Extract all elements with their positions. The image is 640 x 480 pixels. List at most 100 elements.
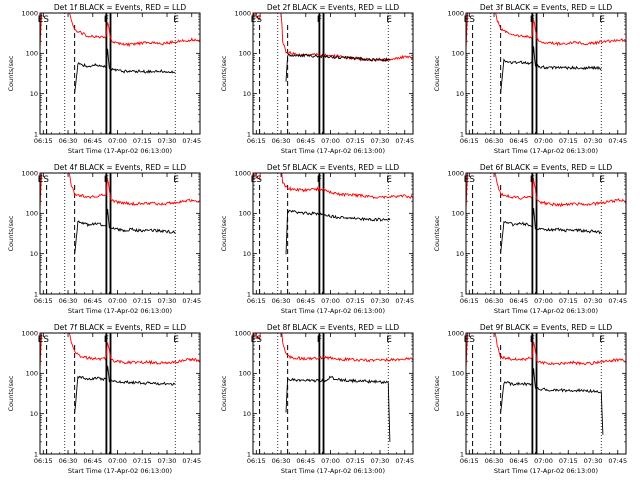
x-axis-label: Start Time (17-Apr-02 06:13:00) <box>494 307 598 315</box>
y-tick-label: 10 <box>30 250 38 258</box>
event-annotation: F <box>104 175 109 185</box>
x-tick-label: 06:45 <box>83 137 102 145</box>
y-tick-label: 10 <box>30 90 38 98</box>
event-annotation: ES <box>464 15 476 25</box>
x-tick-label: 06:30 <box>485 457 504 465</box>
plot-frame <box>252 332 414 455</box>
x-tick-label: 07:15 <box>559 297 578 305</box>
event-annotation: ES <box>251 175 263 185</box>
x-tick-label: 07:45 <box>395 297 414 305</box>
y-tick-label: 10 <box>30 410 38 418</box>
y-tick-label: 1 <box>247 130 251 138</box>
chart-panel-2: Det 2f BLACK = Events, RED = LLD Counts/s… <box>220 3 414 155</box>
x-tick-label: 06:30 <box>272 457 291 465</box>
x-tick-label: 07:45 <box>395 457 414 465</box>
y-axis-label: Counts/sec <box>7 55 15 91</box>
series-lld-line <box>40 13 200 51</box>
x-tick-label: 07:45 <box>182 457 201 465</box>
x-tick-label: 07:00 <box>534 457 553 465</box>
y-tick-label: 1 <box>247 290 251 298</box>
x-tick-label: 06:45 <box>509 137 528 145</box>
event-annotation: E <box>599 335 605 345</box>
plot-frame <box>465 12 627 135</box>
x-axis-label: Start Time (17-Apr-02 06:13:00) <box>281 307 385 315</box>
panel-plot-area <box>253 173 413 294</box>
x-tick-label: 07:15 <box>133 457 152 465</box>
y-tick-label: 100 <box>26 50 38 58</box>
panel-title: Det 2f BLACK = Events, RED = LLD <box>267 3 400 12</box>
event-annotation: E <box>173 15 179 25</box>
event-annotation: ES <box>38 335 50 345</box>
y-tick-label: 1000 <box>447 9 464 17</box>
panel-title: Det 8f BLACK = Events, RED = LLD <box>267 323 400 332</box>
x-tick-label: 06:30 <box>485 297 504 305</box>
series-events-line <box>285 209 391 255</box>
y-axis-label: Counts/sec <box>7 375 15 411</box>
x-tick-label: 07:00 <box>108 297 127 305</box>
y-tick-label: 1 <box>34 130 38 138</box>
chart-panel-6: Det 6f BLACK = Events, RED = LLD Counts/s… <box>433 163 627 315</box>
event-annotation: E <box>386 15 392 25</box>
x-tick-label: 07:30 <box>584 137 603 145</box>
y-tick-label: 100 <box>26 210 38 218</box>
x-tick-label: 07:15 <box>559 457 578 465</box>
panel-title: Det 9f BLACK = Events, RED = LLD <box>480 323 613 332</box>
y-axis-label: Counts/sec <box>7 215 15 251</box>
panel-plot-area <box>40 13 200 134</box>
x-tick-label: 06:15 <box>247 137 266 145</box>
x-tick-label: 07:00 <box>534 297 553 305</box>
x-tick-label: 07:30 <box>158 457 177 465</box>
x-tick-label: 06:30 <box>59 137 78 145</box>
x-tick-label: 06:15 <box>34 457 53 465</box>
event-annotation: ES <box>38 175 50 185</box>
plot-frame <box>39 332 201 455</box>
panel-plot-area <box>253 13 413 134</box>
series-lld-line <box>253 173 413 200</box>
event-annotation: ES <box>464 335 476 345</box>
chart-panel-5: Det 5f BLACK = Events, RED = LLD Counts/s… <box>220 163 414 315</box>
y-tick-label: 1000 <box>234 329 251 337</box>
x-tick-label: 06:15 <box>460 457 479 465</box>
panel-title: Det 3f BLACK = Events, RED = LLD <box>480 3 613 12</box>
x-tick-label: 07:30 <box>584 297 603 305</box>
event-annotation: ES <box>251 335 263 345</box>
x-tick-label: 06:15 <box>460 137 479 145</box>
x-axis-label: Start Time (17-Apr-02 06:13:00) <box>68 467 172 475</box>
y-tick-label: 1 <box>247 450 251 458</box>
panel-title: Det 5f BLACK = Events, RED = LLD <box>267 163 400 172</box>
y-axis-label: Counts/sec <box>433 375 441 411</box>
series-events-line <box>285 53 391 82</box>
chart-panel-1: Det 1f BLACK = Events, RED = LLD Counts/s… <box>7 3 201 155</box>
event-annotation: E <box>599 175 605 185</box>
y-axis-label: Counts/sec <box>220 375 228 411</box>
series-events-line <box>74 365 176 414</box>
y-tick-label: 10 <box>243 410 251 418</box>
y-tick-label: 100 <box>452 50 464 58</box>
x-tick-label: 07:00 <box>321 457 340 465</box>
x-tick-label: 07:45 <box>608 137 627 145</box>
x-tick-label: 07:45 <box>395 137 414 145</box>
series-events-line <box>500 208 602 254</box>
chart-panel-3: Det 3f BLACK = Events, RED = LLD Counts/s… <box>433 3 627 155</box>
x-tick-label: 07:45 <box>182 137 201 145</box>
chart-panel-8: Det 8f BLACK = Events, RED = LLD Counts/s… <box>220 323 414 475</box>
x-tick-label: 06:45 <box>296 297 315 305</box>
series-lld-line <box>466 333 626 371</box>
event-annotation: F <box>530 175 535 185</box>
y-tick-label: 100 <box>26 370 38 378</box>
event-annotation: ES <box>38 15 50 25</box>
y-tick-label: 100 <box>239 50 251 58</box>
x-tick-label: 06:45 <box>83 457 102 465</box>
panel-plot-area <box>466 333 626 454</box>
x-tick-label: 07:15 <box>133 137 152 145</box>
series-lld-line <box>40 173 200 211</box>
x-tick-label: 07:30 <box>158 297 177 305</box>
panel-plot-area <box>40 333 200 454</box>
series-events-line <box>74 208 176 255</box>
series-lld-line <box>466 173 626 211</box>
y-tick-label: 1000 <box>234 9 251 17</box>
y-tick-label: 1000 <box>21 329 38 337</box>
x-tick-label: 06:30 <box>59 297 78 305</box>
y-axis-label: Counts/sec <box>220 215 228 251</box>
x-tick-label: 06:30 <box>272 137 291 145</box>
